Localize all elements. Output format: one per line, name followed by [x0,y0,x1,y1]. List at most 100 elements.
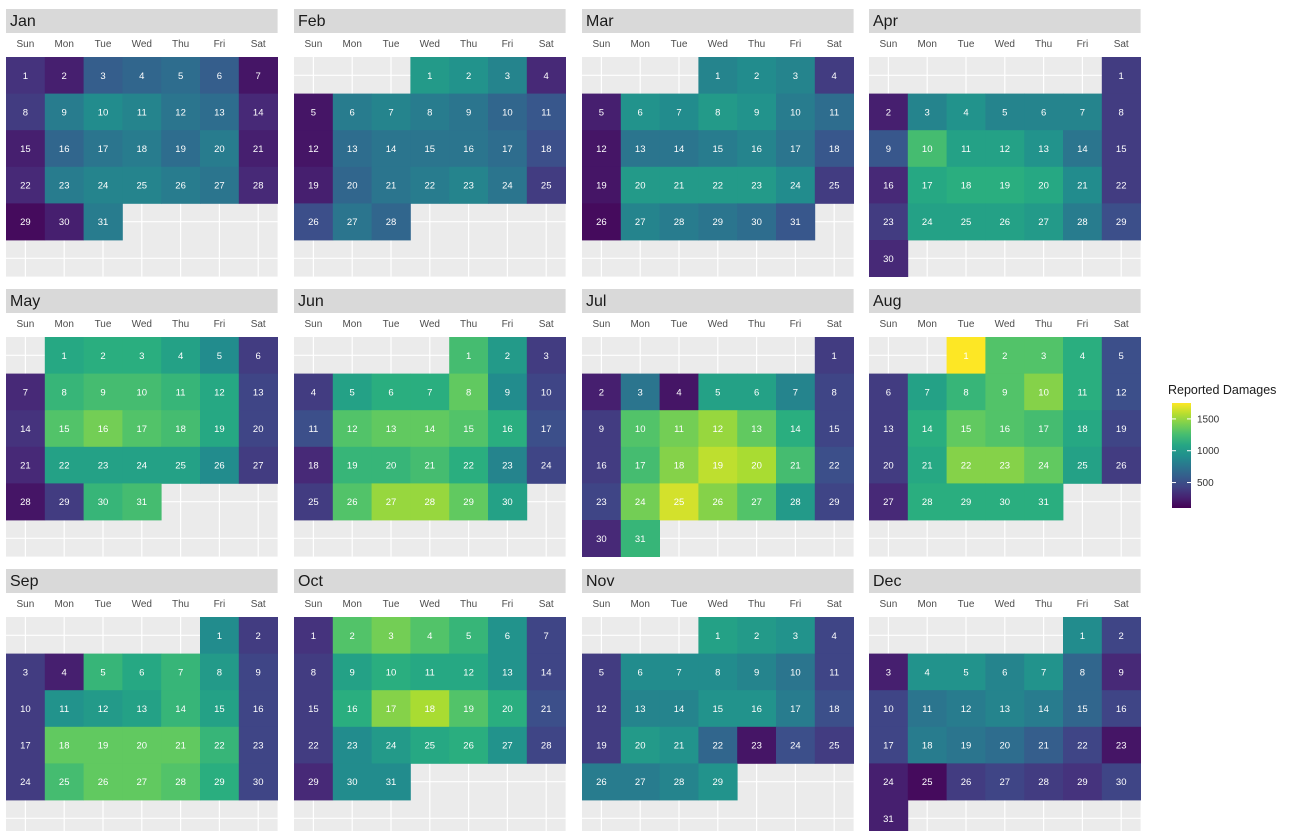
day-number: 30 [883,254,894,265]
day-number: 29 [1077,777,1088,788]
day-cell [946,653,986,691]
day-cell [737,446,777,484]
weekday-label: Wed [420,319,440,330]
day-cell [44,166,84,204]
day-cell [737,130,777,168]
day-number: 19 [214,424,225,435]
day-number: 18 [425,704,436,715]
day-number: 18 [829,704,840,715]
day-cell [985,410,1025,448]
day-cell [698,690,738,728]
day-number: 24 [883,777,894,788]
day-cell [1101,337,1141,374]
day-cell [1063,337,1103,374]
day-cell [410,166,450,204]
weekday-label: Tue [671,599,688,610]
day-cell [985,130,1025,168]
day-number: 25 [137,181,148,192]
day-number: 9 [1002,387,1007,398]
day-cell [449,373,489,411]
day-cell [488,690,528,728]
day-number: 11 [59,704,69,715]
weekday-label: Tue [958,39,975,50]
legend-tick-label: 1500 [1197,414,1220,425]
day-number: 2 [256,631,261,642]
day-cell [371,373,411,411]
day-number: 20 [1000,741,1011,752]
day-number: 22 [961,461,972,472]
day-cell [698,57,738,94]
day-cell [620,690,660,728]
day-number: 5 [311,107,316,118]
weekday-label: Mon [342,319,361,330]
day-cell [122,690,162,728]
weekday-label: Sat [1114,39,1129,50]
day-number: 14 [253,107,264,118]
day-cell [946,690,986,728]
month-strip [6,9,278,33]
day-number: 31 [1038,497,1049,508]
day-cell [907,483,947,521]
day-cell [200,57,240,94]
day-cell [44,653,84,691]
day-cell [526,410,566,448]
day-number: 26 [1116,461,1127,472]
day-cell [332,690,372,728]
day-cell [659,653,699,691]
day-cell [698,203,738,241]
day-cell [294,617,334,654]
day-cell [161,763,201,801]
weekday-label: Fri [502,39,514,50]
day-cell [1063,410,1103,448]
day-number: 1 [1119,71,1124,82]
day-cell [238,130,278,168]
day-cell [200,617,240,654]
day-number: 21 [790,461,801,472]
day-number: 28 [922,497,933,508]
day-number: 22 [214,741,225,752]
day-cell [620,483,660,521]
day-cell [776,166,816,204]
day-cell [161,446,201,484]
month-strip [294,9,566,33]
day-cell [1101,203,1141,241]
day-cell [200,93,240,131]
day-number: 19 [1000,181,1011,192]
weekday-label: Sun [17,599,35,610]
day-number: 19 [596,741,607,752]
day-number: 7 [793,387,798,398]
day-cell [582,690,622,728]
day-cell [776,93,816,131]
day-number: 13 [635,144,646,155]
day-number: 24 [1038,461,1049,472]
day-cell [659,373,699,411]
day-number: 26 [308,217,319,228]
day-cell [620,373,660,411]
day-number: 5 [217,351,222,362]
day-cell [449,690,489,728]
day-cell [869,240,909,277]
day-number: 14 [674,704,685,715]
month-label: Dec [873,573,901,590]
day-cell [83,93,123,131]
day-number: 15 [59,424,70,435]
day-cell [1101,410,1141,448]
day-number: 17 [790,144,801,155]
day-number: 29 [829,497,840,508]
day-number: 23 [751,741,762,752]
day-number: 9 [256,667,261,678]
day-number: 9 [62,107,67,118]
day-number: 3 [388,631,393,642]
day-cell [907,93,947,131]
day-number: 21 [386,181,397,192]
weekday-label: Fri [790,599,802,610]
day-cell [814,410,854,448]
day-number: 22 [308,741,319,752]
day-number: 25 [961,217,972,228]
day-cell [526,653,566,691]
day-number: 24 [386,741,397,752]
day-cell [83,690,123,728]
day-number: 8 [23,107,28,118]
day-number: 30 [596,534,607,545]
day-cell [946,726,986,764]
